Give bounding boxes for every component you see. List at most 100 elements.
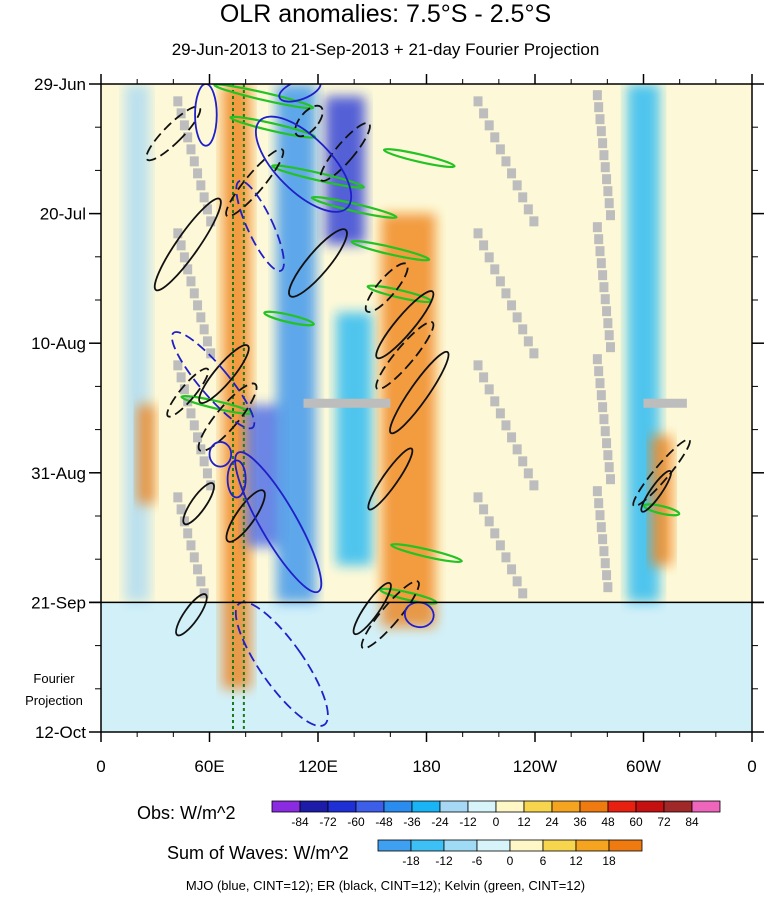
missing-block	[490, 528, 500, 539]
colorbar-obs: -84 -72 -60 -48 -36 -24 -12 0 12 24 36 48 60 72 84	[271, 800, 721, 829]
colorbar-waves-box-7	[608, 839, 643, 852]
er-contour-2	[225, 148, 285, 218]
er-contour-7	[375, 290, 435, 360]
colorbar-obs-box-8	[495, 800, 525, 813]
colorbar-obs-box-3	[355, 800, 385, 813]
missing-block	[529, 216, 539, 227]
colorbar-obs-label-8: 12	[517, 815, 531, 829]
mjo-contour-2	[194, 84, 218, 147]
mjo-contour-3	[171, 331, 256, 430]
er-contour-5	[288, 228, 348, 298]
colorbar-waves-label-4: 6	[540, 854, 547, 868]
colorbar-obs-box-0	[271, 800, 301, 813]
y-tick-label-1: 20-Jul	[40, 205, 86, 224]
x-tick-label-0: 0	[96, 757, 105, 776]
colorbar-waves-box-1	[410, 839, 445, 852]
chart-title: OLR anomalies: 7.5°S - 2.5°S	[219, 0, 552, 28]
missing-block	[606, 342, 616, 353]
missing-block	[193, 300, 203, 311]
missing-block	[183, 264, 193, 275]
colorbar-obs-box-7	[467, 800, 497, 813]
missing-block	[600, 426, 610, 437]
missing-block	[596, 126, 606, 137]
missing-block	[602, 570, 612, 581]
missing-block	[473, 96, 483, 107]
colorbar-waves-label-1: -12	[435, 854, 453, 868]
colorbar-waves-box-4	[509, 839, 544, 852]
y-tick-label-3: 31-Aug	[31, 464, 86, 483]
er-contour-9	[389, 350, 450, 435]
missing-block	[196, 576, 206, 587]
missing-block	[603, 450, 613, 461]
colorbar-obs-label-0: -84	[291, 815, 309, 829]
missing-block	[484, 516, 494, 527]
missing-block	[479, 240, 489, 251]
colorbar-obs-box-9	[523, 800, 553, 813]
er-contour-4	[294, 104, 324, 138]
colorbar-obs-label-4: -36	[403, 815, 421, 829]
missing-block	[512, 444, 522, 455]
missing-block	[176, 240, 186, 251]
missing-block	[594, 234, 604, 245]
missing-block	[599, 414, 609, 425]
kelvin-contours	[180, 84, 681, 605]
missing-block	[602, 306, 612, 317]
kelvin-contour-4	[350, 239, 431, 262]
missing-block	[598, 534, 608, 545]
missing-block	[594, 498, 604, 509]
missing-block	[186, 144, 196, 155]
missing-block	[173, 492, 183, 503]
er-contour-12	[197, 382, 258, 452]
missing-block	[592, 354, 602, 365]
colorbar-obs-label-13: 72	[657, 815, 671, 829]
missing-block	[173, 360, 183, 371]
colorbar-waves: -18 -12 -6 0 6 12 18	[377, 839, 643, 868]
missing-block	[202, 468, 212, 479]
kelvin-contour-2	[271, 164, 365, 189]
missing-block	[176, 504, 186, 515]
x-tick-label-1: 60E	[194, 757, 224, 776]
kelvin-contour-9	[390, 543, 463, 564]
field-band-1	[137, 404, 156, 504]
olr-field	[124, 84, 673, 689]
missing-block	[507, 432, 517, 443]
y-tick-label-4: 21-Sep	[31, 593, 86, 612]
missing-block	[603, 582, 613, 593]
mjo-contour-7	[235, 179, 285, 272]
missing-block	[199, 192, 209, 203]
colorbar-waves-label-5: 12	[569, 854, 583, 868]
missing-block	[189, 288, 199, 299]
missing-block	[183, 132, 193, 143]
colorbar-waves-label-6: 18	[602, 854, 616, 868]
colorbar-obs-box-12	[607, 800, 637, 813]
missing-block	[600, 162, 610, 173]
missing-block	[495, 144, 505, 155]
kelvin-contour-7	[263, 310, 315, 327]
y-tick-label-0: 29-Jun	[34, 75, 86, 94]
er-contour-16	[360, 580, 420, 650]
projection-label-line1: Fourier	[33, 671, 75, 686]
missing-segment-0	[173, 96, 216, 599]
missing-block	[173, 228, 183, 239]
missing-block	[596, 258, 606, 269]
missing-block	[206, 216, 216, 227]
field-band-6	[336, 312, 373, 566]
y-axis-ticks: 29-Jun 20-Jul 10-Aug 31-Aug 21-Sep 12-Oct	[31, 75, 764, 742]
missing-block	[193, 168, 203, 179]
missing-block	[602, 174, 612, 185]
x-tick-label-4: 120W	[513, 757, 557, 776]
missing-block	[598, 402, 608, 413]
missing-block	[592, 90, 602, 101]
missing-block	[189, 552, 199, 563]
missing-block	[512, 312, 522, 323]
colorbar-waves-box-0	[377, 839, 412, 852]
missing-block	[592, 486, 602, 497]
missing-block	[179, 384, 189, 395]
missing-segment-3	[303, 398, 391, 408]
er-contour-8	[375, 321, 435, 391]
missing-block	[186, 408, 196, 419]
missing-block	[206, 348, 216, 359]
missing-block	[592, 222, 602, 233]
colorbar-obs-label-1: -72	[319, 815, 337, 829]
footer-legend: MJO (blue, CINT=12); ER (black, CINT=12)…	[185, 878, 586, 893]
